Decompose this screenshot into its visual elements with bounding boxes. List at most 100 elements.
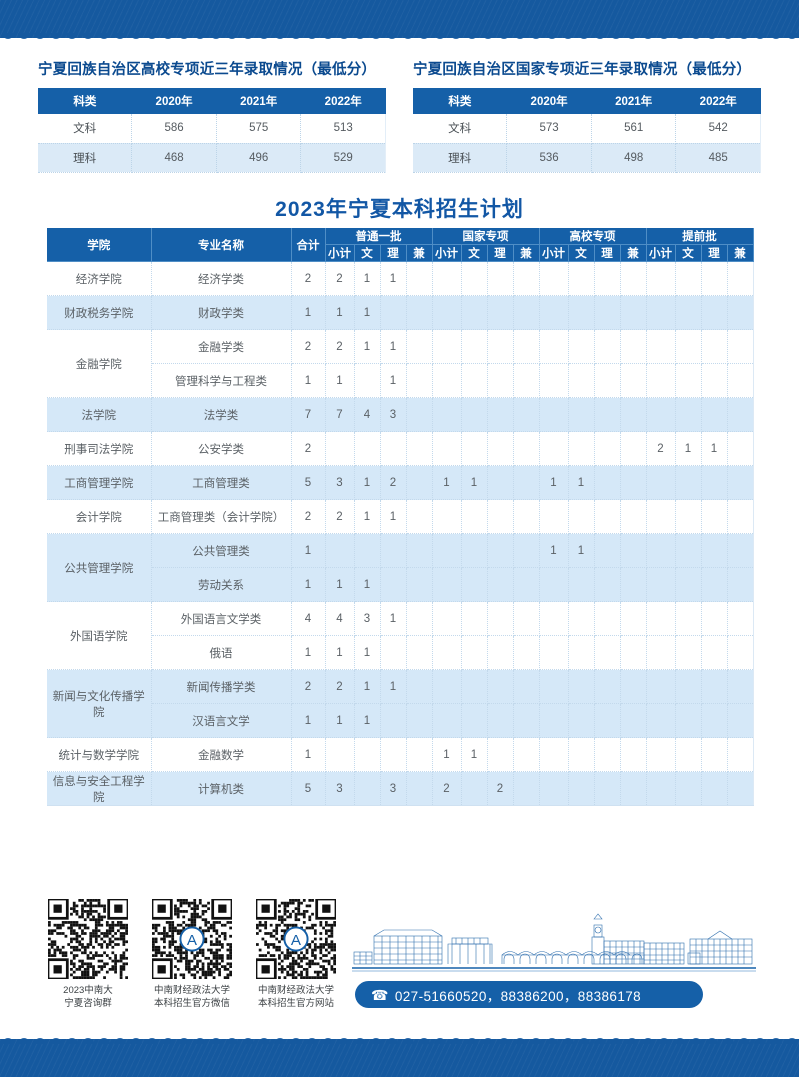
cell-plan-15 — [727, 261, 754, 296]
cell-college: 金融学院 — [47, 329, 152, 398]
col-header-college: 学院 — [47, 228, 152, 262]
cell-major: 外国语言文学类 — [151, 601, 292, 636]
cell-plan-1: 1 — [354, 465, 381, 500]
cell-plan-8 — [539, 499, 569, 534]
col-header-keilei: 科类 — [413, 88, 507, 114]
cell-plan-6 — [487, 635, 514, 670]
cell-plan-0: 2 — [325, 499, 355, 534]
cell-plan-13 — [675, 499, 702, 534]
cell-plan-2: 1 — [380, 669, 407, 704]
cell-total: 1 — [291, 363, 326, 398]
cell-plan-10 — [594, 567, 621, 602]
cell-plan-11 — [620, 601, 647, 636]
col-group-header-0: 普通一批 — [325, 228, 433, 245]
score-tables-section: 宁夏回族自治区高校专项近三年录取情况（最低分） 科类 2020年 2021年 2… — [38, 58, 761, 173]
cell-plan-13 — [675, 465, 702, 500]
table-row: 会计学院 工商管理类（会计学院） 2 2 1 1 — [47, 499, 754, 534]
cell-plan-5 — [461, 329, 488, 364]
cell-plan-4 — [432, 669, 462, 704]
cell-plan-11 — [620, 465, 647, 500]
cell-major: 公安学类 — [151, 431, 292, 466]
cell-plan-6 — [487, 533, 514, 568]
col-sub-header-2-2: 理 — [594, 244, 621, 262]
cell-total: 2 — [291, 261, 326, 296]
cell-plan-6 — [487, 295, 514, 330]
cell-plan-11 — [620, 703, 647, 738]
cell-plan-12 — [646, 669, 676, 704]
cell-plan-15 — [727, 737, 754, 772]
cell-plan-12: 2 — [646, 431, 676, 466]
cell-plan-15 — [727, 431, 754, 466]
qr-code-item-0[interactable]: 2023中南大 宁夏咨询群 — [46, 897, 130, 1010]
contact-phone-pill[interactable]: ☎ 027-51660520，88386200，88386178 — [355, 981, 703, 1008]
cell-plan-14 — [701, 533, 728, 568]
cell-plan-15 — [727, 703, 754, 738]
top-scallop-edge — [0, 33, 799, 45]
cell-plan-4 — [432, 295, 462, 330]
col-header-2021: 2021年 — [216, 88, 301, 114]
col-sub-header-3-0: 小计 — [646, 244, 676, 262]
col-group-header-3: 提前批 — [646, 228, 754, 245]
cell-plan-4 — [432, 533, 462, 568]
cell-plan-1: 1 — [354, 499, 381, 534]
cell-plan-8 — [539, 771, 569, 806]
qr-code-item-1[interactable]: A 中南财经政法大学 本科招生官方微信 — [150, 897, 234, 1010]
cell-plan-5 — [461, 703, 488, 738]
col-sub-header-2-3: 兼 — [620, 244, 647, 262]
qr-code-item-2[interactable]: A 中南财经政法大学 本科招生官方网站 — [254, 897, 338, 1010]
cell-college: 会计学院 — [47, 499, 152, 534]
cell-plan-12 — [646, 567, 676, 602]
cell-plan-15 — [727, 567, 754, 602]
qr-code-image — [46, 897, 130, 981]
cell-plan-14 — [701, 397, 728, 432]
table-row: 财政税务学院 财政学类 1 1 1 — [47, 295, 754, 330]
cell-plan-9 — [568, 567, 595, 602]
cell-plan-5 — [461, 771, 488, 806]
cell-plan-5 — [461, 431, 488, 466]
cell-plan-13 — [675, 737, 702, 772]
qr-code-image: A — [254, 897, 338, 981]
cell-plan-8 — [539, 635, 569, 670]
cell-plan-14 — [701, 499, 728, 534]
cell-plan-10 — [594, 703, 621, 738]
cell-plan-14 — [701, 771, 728, 806]
cell-total: 1 — [291, 635, 326, 670]
cell-plan-9 — [568, 431, 595, 466]
cell-plan-4: 2 — [432, 771, 462, 806]
col-group-header-2: 高校专项 — [539, 228, 647, 245]
cell-plan-10 — [594, 533, 621, 568]
cell-plan-4 — [432, 431, 462, 466]
guojia-zhuanxiang-table: 科类 2020年 2021年 2022年 文科 573 561 542 理科 — [413, 88, 761, 173]
cell-plan-8 — [539, 295, 569, 330]
cell-plan-15 — [727, 601, 754, 636]
cell-plan-10 — [594, 635, 621, 670]
cell-plan-11 — [620, 261, 647, 296]
cell-plan-3 — [406, 601, 433, 636]
cell-plan-14 — [701, 329, 728, 364]
cell-plan-5 — [461, 295, 488, 330]
cell-plan-7 — [513, 635, 540, 670]
cell-plan-3 — [406, 771, 433, 806]
cell-plan-7 — [513, 295, 540, 330]
cell-plan-2 — [380, 567, 407, 602]
cell-plan-9 — [568, 703, 595, 738]
cell-plan-8 — [539, 567, 569, 602]
cell-plan-5 — [461, 363, 488, 398]
cell-plan-0: 3 — [325, 465, 355, 500]
cell-plan-7 — [513, 567, 540, 602]
cell-score-2020: 573 — [506, 114, 592, 144]
col-sub-header-3-1: 文 — [675, 244, 702, 262]
cell-plan-10 — [594, 499, 621, 534]
cell-plan-3 — [406, 329, 433, 364]
bottom-decor-bar — [0, 1039, 799, 1077]
qr-code-caption: 2023中南大 宁夏咨询群 — [63, 985, 113, 1009]
cell-plan-15 — [727, 669, 754, 704]
cell-plan-3 — [406, 669, 433, 704]
cell-college: 工商管理学院 — [47, 465, 152, 500]
cell-plan-7 — [513, 465, 540, 500]
cell-plan-12 — [646, 261, 676, 296]
cell-plan-0: 3 — [325, 771, 355, 806]
cell-plan-1 — [354, 771, 381, 806]
cell-plan-7 — [513, 533, 540, 568]
cell-plan-12 — [646, 465, 676, 500]
